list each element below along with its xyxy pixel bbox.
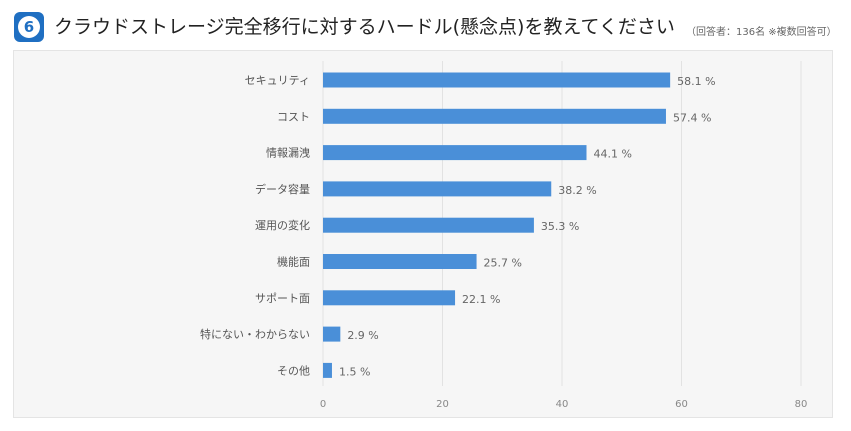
category-label: 特にない・わからない [200,327,310,341]
value-label: 1.5 % [339,365,370,378]
chart-panel: 0 20 40 60 80 セキュリティ 58.1 % コスト 57.4 % 情報漏洩 44.1 %… [13,50,833,418]
x-tick-label: 0 [320,399,326,410]
x-tick-label: 20 [436,399,449,410]
bar [323,326,341,342]
category-label: データ容量 [255,182,310,196]
value-label: 2.9 % [347,329,378,342]
category-label: セキュリティ [245,74,310,87]
question-header: 6 クラウドストレージ完全移行に対するハードル(懸念点)を教えてください （回答… [14,12,844,42]
bar [323,217,534,233]
category-label: サポート面 [255,292,310,305]
x-tick-label: 60 [675,399,688,410]
bar [323,254,477,269]
category-label: その他 [277,364,310,377]
question-number-badge: 6 [14,12,44,42]
category-label: コスト [277,110,310,123]
category-label: 機能面 [277,255,310,269]
bar [323,108,666,124]
bar [323,362,332,378]
x-tick-label: 80 [795,399,808,410]
bar-chart: 0 20 40 60 80 セキュリティ 58.1 % コスト 57.4 % 情報漏洩 44.1 %… [200,61,808,410]
bar [323,145,587,161]
value-label: 35.3 % [541,220,579,233]
value-label: 57.4 % [673,111,711,124]
value-label: 44.1 % [593,148,631,161]
question-title: クラウドストレージ完全移行に対するハードル(懸念点)を教えてください [54,16,675,38]
respondent-note: （回答者：136名 ※複数回答可） [686,27,837,38]
bar [323,290,456,306]
value-label: 22.1 % [462,293,500,306]
value-label: 58.1 % [677,75,715,88]
question-number: 6 [18,16,40,38]
bar [323,72,671,88]
value-label: 38.2 % [558,184,596,197]
value-label: 25.7 % [484,257,522,270]
bar [323,181,552,197]
x-tick-label: 40 [556,399,569,410]
category-label: 運用の変化 [255,218,310,232]
category-label: 情報漏洩 [266,146,310,160]
